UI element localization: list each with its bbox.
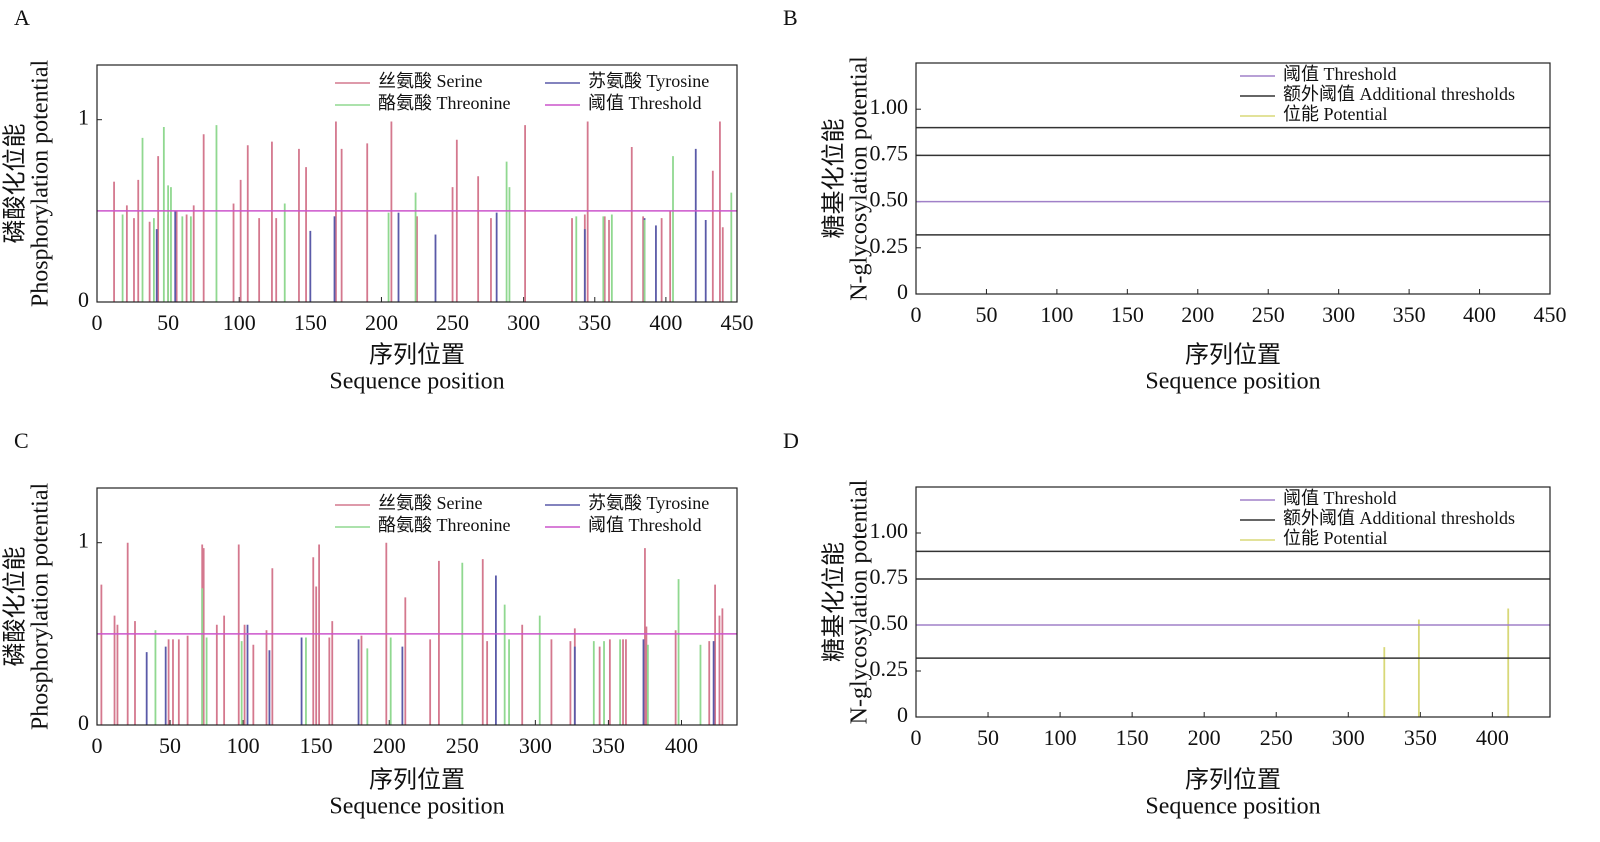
- x-tick-label: 400: [649, 310, 682, 335]
- x-axis-label: Sequence position: [329, 794, 504, 820]
- legend-label: 酪氨酸 Threonine: [378, 515, 510, 535]
- y-tick-label: 1: [78, 105, 89, 130]
- y-axis-label: 磷酸化位能: [2, 547, 29, 667]
- x-tick-label: 0: [92, 310, 103, 335]
- x-tick-label: 100: [227, 733, 260, 758]
- legend-label: 苏氨酸 Tyrosine: [588, 71, 709, 91]
- panel-label: B: [783, 5, 798, 30]
- plot-frame: [915, 486, 1551, 718]
- x-tick-label: 150: [1116, 725, 1149, 750]
- x-tick-label: 200: [1188, 725, 1221, 750]
- legend-label: 阈值 Threshold: [588, 515, 701, 535]
- x-tick-label: 0: [911, 725, 922, 750]
- x-tick-label: 200: [373, 733, 406, 758]
- x-axis-label: 序列位置: [369, 342, 465, 369]
- x-axis-label: Sequence position: [329, 369, 504, 395]
- y-tick-label: 1.00: [870, 518, 909, 543]
- y-axis-label: 糖基化位能: [821, 119, 848, 239]
- x-tick-label: 350: [578, 310, 611, 335]
- panel-label: D: [783, 428, 799, 453]
- legend-label: 位能 Potential: [1283, 104, 1388, 124]
- x-tick-label: 350: [592, 733, 625, 758]
- x-tick-label: 0: [92, 733, 103, 758]
- x-tick-label: 250: [446, 733, 479, 758]
- x-tick-label: 400: [1476, 725, 1509, 750]
- legend-label: 额外阈值 Additional thresholds: [1283, 84, 1515, 104]
- y-tick-label: 0: [897, 279, 908, 304]
- panel-label: C: [14, 428, 29, 453]
- y-tick-label: 0.25: [870, 233, 909, 258]
- x-tick-label: 200: [365, 310, 398, 335]
- plot-frame: [915, 62, 1551, 295]
- x-axis-label: Sequence position: [1145, 794, 1320, 820]
- legend-label: 位能 Potential: [1283, 528, 1388, 548]
- x-tick-label: 100: [1040, 302, 1073, 327]
- y-tick-label: 1.00: [870, 94, 909, 119]
- legend-label: 阈值 Threshold: [588, 93, 701, 113]
- x-tick-label: 150: [300, 733, 333, 758]
- x-tick-label: 150: [1111, 302, 1144, 327]
- y-tick-label: 0: [897, 702, 908, 727]
- x-tick-label: 300: [519, 733, 552, 758]
- x-tick-label: 0: [911, 302, 922, 327]
- y-tick-label: 0.75: [870, 140, 909, 165]
- y-axis-label: 糖基化位能: [821, 542, 848, 662]
- x-tick-label: 350: [1404, 725, 1437, 750]
- y-tick-label: 0.50: [870, 187, 909, 212]
- x-tick-label: 100: [1044, 725, 1077, 750]
- y-tick-label: 1: [78, 528, 89, 553]
- legend-label: 阈值 Threshold: [1283, 64, 1396, 84]
- x-tick-label: 400: [1463, 302, 1496, 327]
- y-tick-label: 0.50: [870, 610, 909, 635]
- legend-label: 阈值 Threshold: [1283, 488, 1396, 508]
- x-tick-label: 300: [1332, 725, 1365, 750]
- x-tick-label: 50: [159, 733, 181, 758]
- x-axis-label: Sequence position: [1145, 369, 1320, 395]
- x-tick-label: 300: [1322, 302, 1355, 327]
- plot-frame: [96, 64, 738, 303]
- panel-label: A: [14, 5, 30, 30]
- legend-label: 额外阈值 Additional thresholds: [1283, 508, 1515, 528]
- x-tick-label: 200: [1181, 302, 1214, 327]
- y-axis-label: Phosphorylation potential: [28, 60, 54, 308]
- y-tick-label: 0: [78, 287, 89, 312]
- x-tick-label: 300: [507, 310, 540, 335]
- x-tick-label: 250: [436, 310, 469, 335]
- x-axis-label: 序列位置: [1185, 767, 1281, 794]
- plot-frame: [96, 487, 738, 726]
- x-tick-label: 450: [1534, 302, 1567, 327]
- x-tick-label: 250: [1260, 725, 1293, 750]
- y-axis-label: N-glycosylation potential: [847, 56, 873, 301]
- x-tick-label: 250: [1252, 302, 1285, 327]
- x-tick-label: 150: [294, 310, 327, 335]
- y-tick-label: 0.25: [870, 656, 909, 681]
- x-tick-label: 50: [975, 302, 997, 327]
- x-tick-label: 100: [223, 310, 256, 335]
- y-axis-label: 磷酸化位能: [2, 124, 29, 244]
- legend-label: 丝氨酸 Serine: [378, 71, 482, 91]
- x-tick-label: 50: [157, 310, 179, 335]
- y-tick-label: 0.75: [870, 564, 909, 589]
- y-axis-label: N-glycosylation potential: [847, 479, 873, 724]
- x-tick-label: 400: [665, 733, 698, 758]
- y-axis-label: Phosphorylation potential: [28, 483, 54, 731]
- x-axis-label: 序列位置: [369, 767, 465, 794]
- y-tick-label: 0: [78, 710, 89, 735]
- legend-label: 苏氨酸 Tyrosine: [588, 493, 709, 513]
- x-tick-label: 350: [1393, 302, 1426, 327]
- x-axis-label: 序列位置: [1185, 342, 1281, 369]
- x-tick-label: 50: [977, 725, 999, 750]
- x-tick-label: 450: [721, 310, 754, 335]
- legend-label: 丝氨酸 Serine: [378, 493, 482, 513]
- legend-label: 酪氨酸 Threonine: [378, 93, 510, 113]
